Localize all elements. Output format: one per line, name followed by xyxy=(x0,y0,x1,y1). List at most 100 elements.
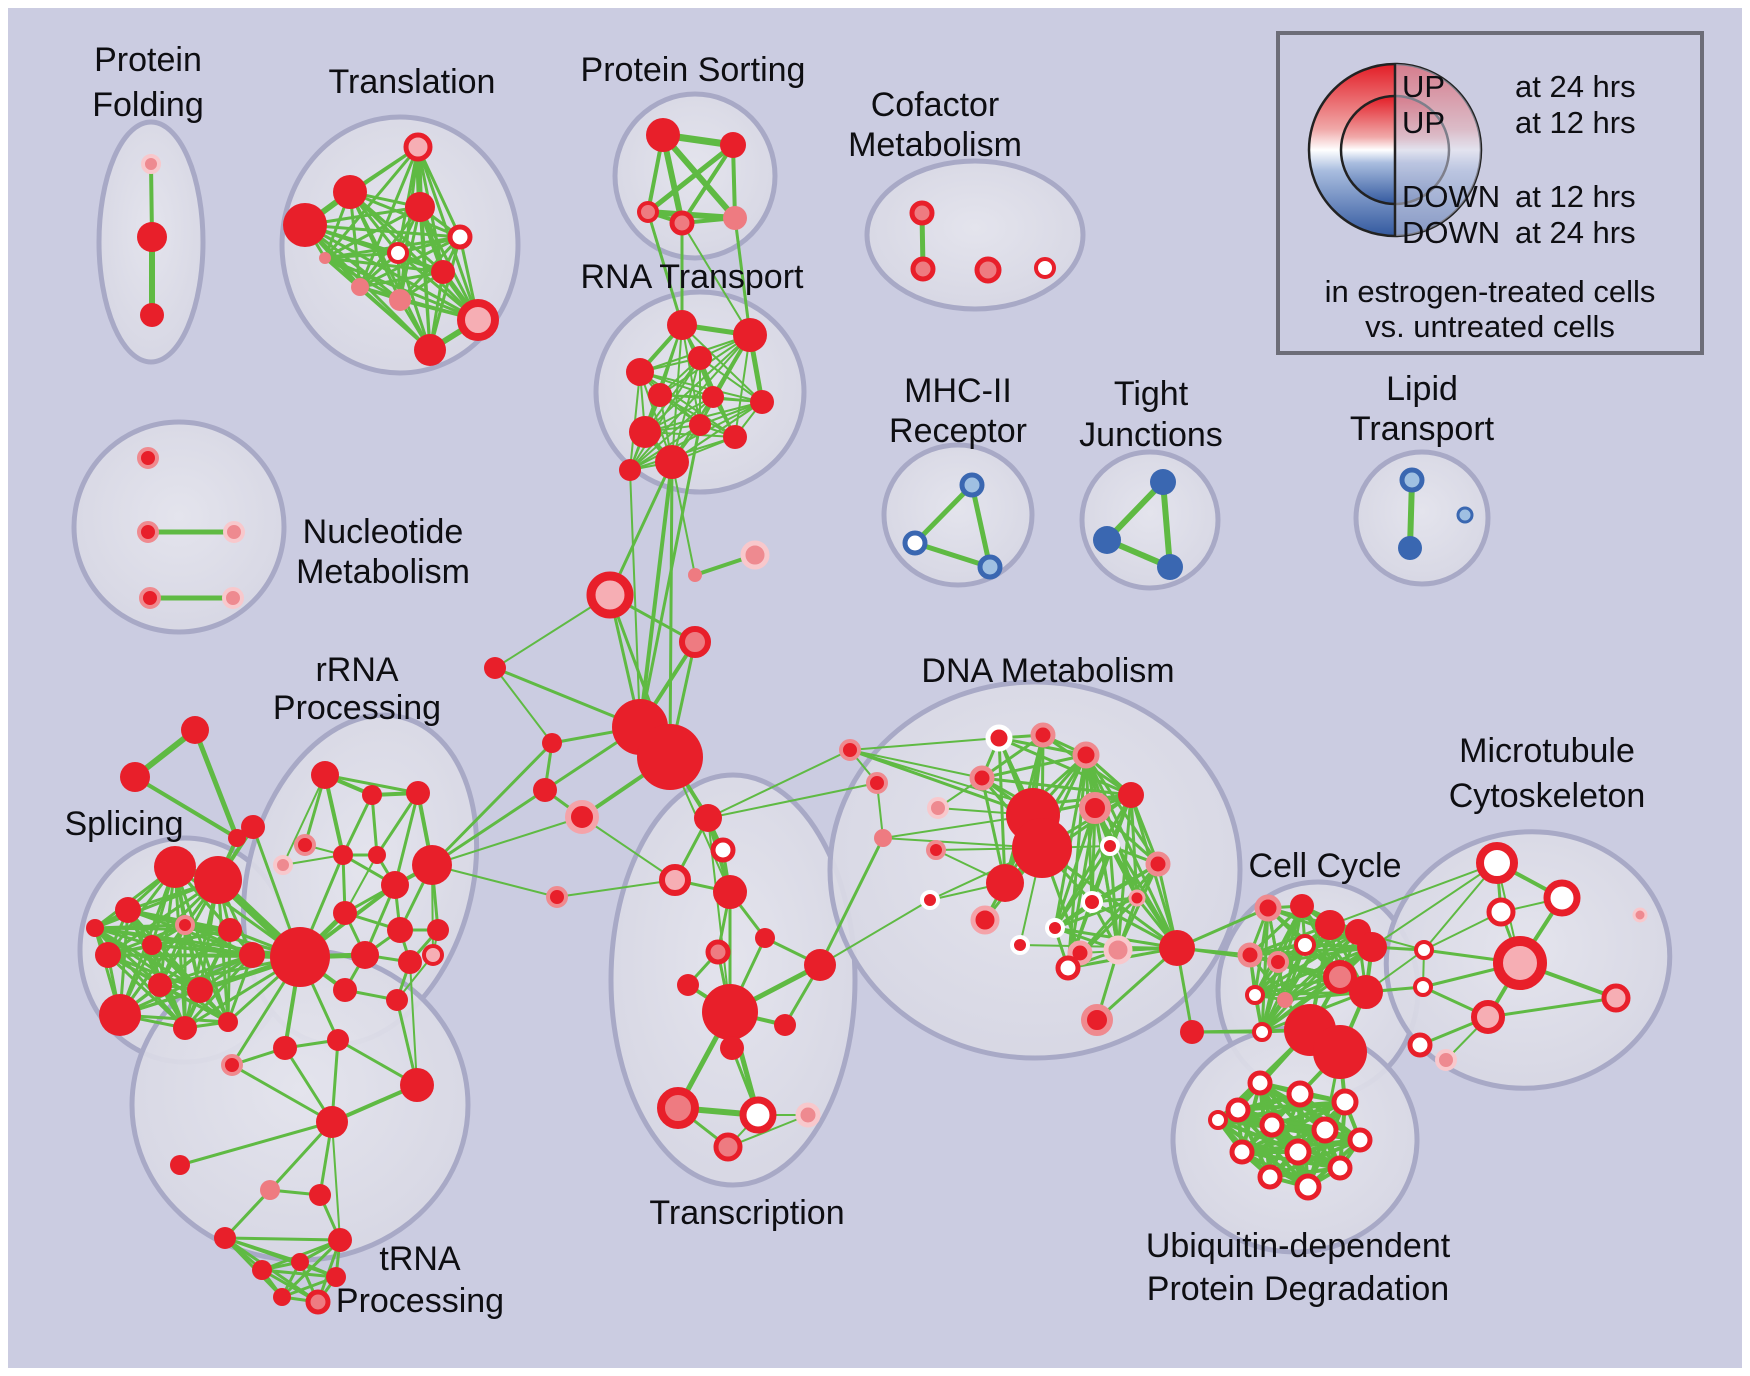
cluster-label-rrna-processing: rRNA Processing xyxy=(273,651,441,727)
network-node xyxy=(273,855,293,875)
network-edge xyxy=(226,928,232,1024)
network-edge xyxy=(303,223,462,239)
network-node xyxy=(1349,975,1383,1009)
network-node xyxy=(713,875,747,909)
network-edge xyxy=(997,736,1007,885)
legend-caption-1: vs. untreated cells xyxy=(1365,309,1615,344)
network-node xyxy=(252,1260,272,1280)
network-link-edge xyxy=(733,216,752,337)
network-node xyxy=(137,447,159,469)
network-node xyxy=(927,797,949,819)
cluster-bubble-tight-junctions xyxy=(1079,449,1221,591)
network-node xyxy=(221,1054,243,1076)
network-node xyxy=(1331,1088,1359,1116)
network-edge xyxy=(644,334,751,433)
network-node xyxy=(154,846,196,888)
network-node xyxy=(659,864,691,896)
network-node xyxy=(173,1016,197,1040)
network-node xyxy=(1259,1112,1285,1138)
network-node xyxy=(1081,891,1103,913)
network-node xyxy=(228,829,246,847)
network-node xyxy=(1286,1080,1314,1108)
network-node xyxy=(1284,1138,1312,1166)
network-edge xyxy=(260,1268,338,1279)
network-node xyxy=(1012,818,1072,878)
network-edge xyxy=(93,926,302,959)
cluster-bubble-mhc-ii-receptor xyxy=(881,442,1035,588)
node-layer xyxy=(86,118,1648,1315)
network-node xyxy=(381,871,409,899)
network-node xyxy=(723,206,747,230)
network-edge xyxy=(282,854,344,866)
network-link-edge xyxy=(638,423,702,729)
network-edge xyxy=(1486,996,1618,1019)
network-node xyxy=(689,414,711,436)
network-edge xyxy=(178,1120,334,1167)
network-node xyxy=(1398,536,1422,560)
network-link-edge xyxy=(819,899,931,966)
network-node xyxy=(688,568,702,582)
cluster-label-protein-sorting: Protein Sorting xyxy=(581,51,806,89)
network-node xyxy=(1103,935,1133,965)
network-node xyxy=(626,358,654,386)
legend-direction-2: DOWN xyxy=(1402,179,1500,214)
network-node xyxy=(187,977,213,1003)
network-node xyxy=(1145,851,1171,877)
network-edge xyxy=(323,256,445,274)
network-node xyxy=(542,733,562,753)
network-node xyxy=(1254,894,1282,922)
cluster-label-ubiquitin-degradation: Ubiquitin-dependent Protein Degradation xyxy=(1146,1227,1451,1308)
network-edge xyxy=(223,1236,342,1242)
network-edge xyxy=(629,357,701,471)
network-node xyxy=(1601,983,1631,1013)
network-node xyxy=(140,303,164,327)
network-node xyxy=(1010,935,1030,955)
network-edge xyxy=(230,1063,334,1124)
network-edge xyxy=(331,1121,341,1241)
network-link-edge xyxy=(629,469,641,728)
network-node xyxy=(333,901,357,925)
network-node xyxy=(400,1068,434,1102)
network-node xyxy=(619,459,641,481)
network-node xyxy=(1399,467,1425,493)
network-node xyxy=(1476,842,1518,884)
network-node xyxy=(1225,1097,1251,1123)
network-edge xyxy=(393,791,420,887)
network-node xyxy=(333,978,357,1002)
network-node xyxy=(86,919,104,937)
network-node xyxy=(273,1288,291,1306)
network-edge xyxy=(1084,753,1179,950)
network-node xyxy=(273,1036,297,1060)
network-node xyxy=(1435,1049,1457,1071)
network-node xyxy=(405,192,435,222)
network-link-edge xyxy=(1329,862,1498,926)
network-link-edge xyxy=(431,816,583,866)
network-edge xyxy=(1216,1118,1310,1189)
network-node xyxy=(1247,1070,1273,1096)
network-node xyxy=(655,445,689,479)
network-node xyxy=(260,1180,280,1200)
network-node xyxy=(1159,930,1195,966)
network-node xyxy=(874,829,892,847)
network-node xyxy=(99,994,141,1036)
network-node xyxy=(974,256,1002,284)
network-node xyxy=(1267,951,1289,973)
network-link-edge xyxy=(430,741,554,867)
network-node xyxy=(115,897,141,923)
network-link-edge xyxy=(581,816,676,881)
network-node xyxy=(139,587,161,609)
network-edge xyxy=(323,205,422,260)
cluster-label-rna-transport: RNA Transport xyxy=(581,258,805,296)
network-node xyxy=(218,918,242,942)
network-link-edge xyxy=(431,864,558,898)
network-node xyxy=(1290,894,1314,918)
network-node xyxy=(1493,936,1547,990)
network-edge xyxy=(645,142,736,215)
network-link-edge xyxy=(681,222,751,336)
network-node xyxy=(422,944,444,966)
network-edge xyxy=(323,145,420,260)
network-edge xyxy=(282,774,326,866)
network-node xyxy=(223,521,245,543)
network-node xyxy=(710,837,736,863)
network-node xyxy=(1081,1004,1113,1036)
